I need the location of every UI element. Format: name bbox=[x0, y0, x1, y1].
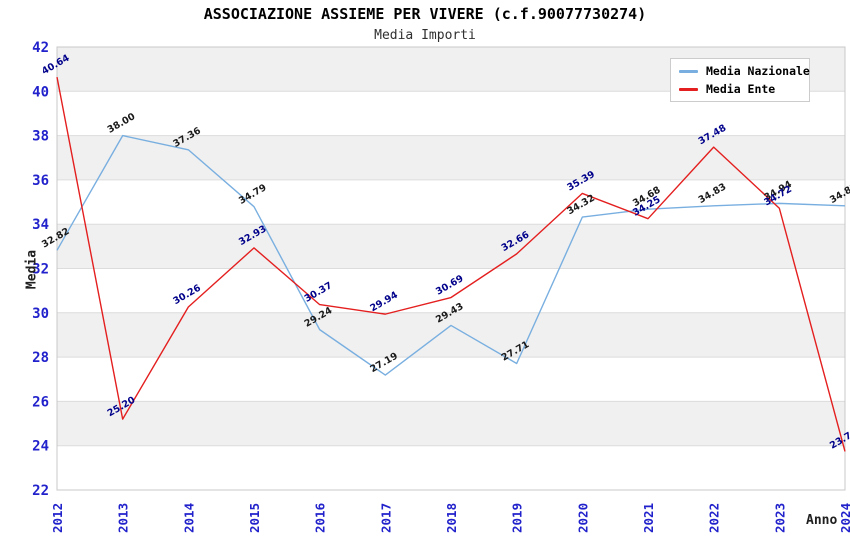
y-axis-title: Media bbox=[24, 249, 40, 290]
x-tick-label: 2023 bbox=[772, 503, 787, 533]
x-tick-label: 2019 bbox=[510, 503, 525, 533]
y-tick-label: 34 bbox=[32, 217, 49, 233]
x-tick-label: 2018 bbox=[444, 503, 459, 533]
plot-border bbox=[56, 46, 846, 491]
y-tick-label: 40 bbox=[32, 84, 49, 100]
x-tick-label: 2024 bbox=[838, 503, 850, 533]
y-tick-label: 32 bbox=[32, 262, 49, 278]
x-tick-label: 2016 bbox=[313, 503, 328, 533]
background-band bbox=[57, 357, 845, 402]
y-tick-label: 30 bbox=[32, 306, 49, 322]
x-axis-title: Anno bbox=[806, 513, 838, 528]
media-nazionale-line-swatch-icon bbox=[679, 69, 698, 73]
y-tick-label: 38 bbox=[32, 129, 49, 145]
y-tick-label: 28 bbox=[32, 350, 49, 366]
background-band bbox=[57, 445, 845, 490]
background-band bbox=[57, 268, 845, 313]
legend-label: Media Ente bbox=[706, 82, 776, 96]
chart-subtitle: Media Importi bbox=[374, 28, 476, 43]
background-band bbox=[57, 312, 845, 358]
x-tick-label: 2022 bbox=[707, 503, 722, 533]
legend-item-media-ente: Media Ente bbox=[679, 82, 809, 96]
media-ente-line-swatch-icon bbox=[679, 87, 698, 91]
y-tick-label: 26 bbox=[32, 394, 49, 410]
x-tick-label: 2014 bbox=[181, 503, 196, 533]
legend: Media Nazionale Media Ente bbox=[670, 58, 810, 102]
x-tick-label: 2020 bbox=[575, 503, 590, 533]
y-tick-label: 22 bbox=[32, 483, 49, 499]
x-tick-label: 2012 bbox=[50, 503, 65, 533]
series-line-media-ente bbox=[56, 76, 846, 452]
background-band bbox=[57, 179, 845, 225]
series-line-media-nazionale bbox=[56, 134, 846, 376]
x-tick-label: 2015 bbox=[247, 503, 262, 533]
chart-title: ASSOCIAZIONE ASSIEME PER VIVERE (c.f.900… bbox=[203, 5, 647, 23]
legend-item-media-nazionale: Media Nazionale bbox=[679, 64, 810, 78]
background-band bbox=[57, 135, 845, 180]
legend-label: Media Nazionale bbox=[706, 64, 810, 78]
background-band bbox=[57, 224, 845, 269]
y-tick-label: 42 bbox=[32, 40, 49, 56]
background-band bbox=[57, 401, 845, 446]
y-tick-label: 36 bbox=[32, 173, 49, 189]
y-tick-label: 24 bbox=[32, 439, 49, 455]
x-tick-label: 2017 bbox=[378, 503, 393, 533]
x-tick-label: 2013 bbox=[116, 503, 131, 533]
x-tick-label: 2021 bbox=[641, 503, 656, 533]
